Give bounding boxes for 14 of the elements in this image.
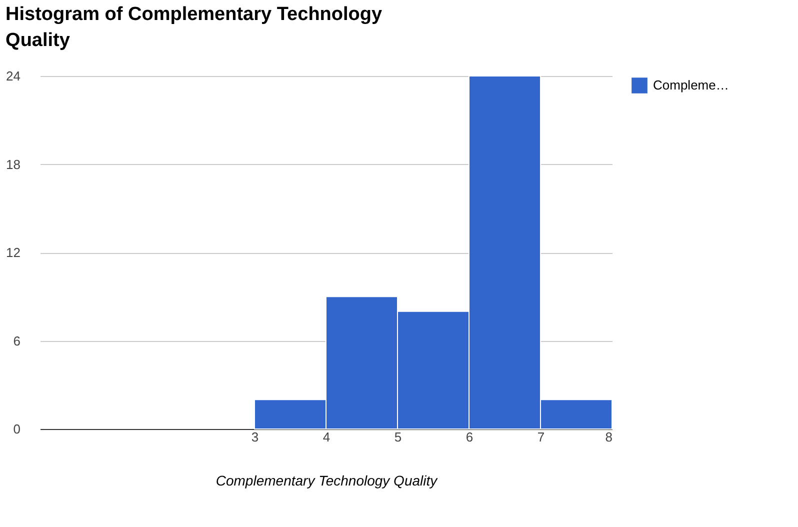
chart-title: Histogram of Complementary Technology Quality xyxy=(6,4,383,51)
x-axis-title: Complementary Technology Quality xyxy=(216,472,438,488)
x-tick-label: 3 xyxy=(251,430,259,444)
x-tick-label: 4 xyxy=(322,430,330,444)
y-tick-label: 18 xyxy=(6,156,20,172)
y-tick-label: 24 xyxy=(6,68,20,84)
legend-label: Compleme… xyxy=(653,78,729,92)
y-tick-label: 12 xyxy=(6,245,20,260)
y-tick-label: 0 xyxy=(13,422,20,436)
y-tick-label: 6 xyxy=(13,333,20,348)
x-tick-label: 5 xyxy=(394,430,402,444)
x-tick-label: 8 xyxy=(605,430,612,444)
x-tick-label: 6 xyxy=(466,430,474,444)
x-tick-label: 7 xyxy=(537,430,545,444)
